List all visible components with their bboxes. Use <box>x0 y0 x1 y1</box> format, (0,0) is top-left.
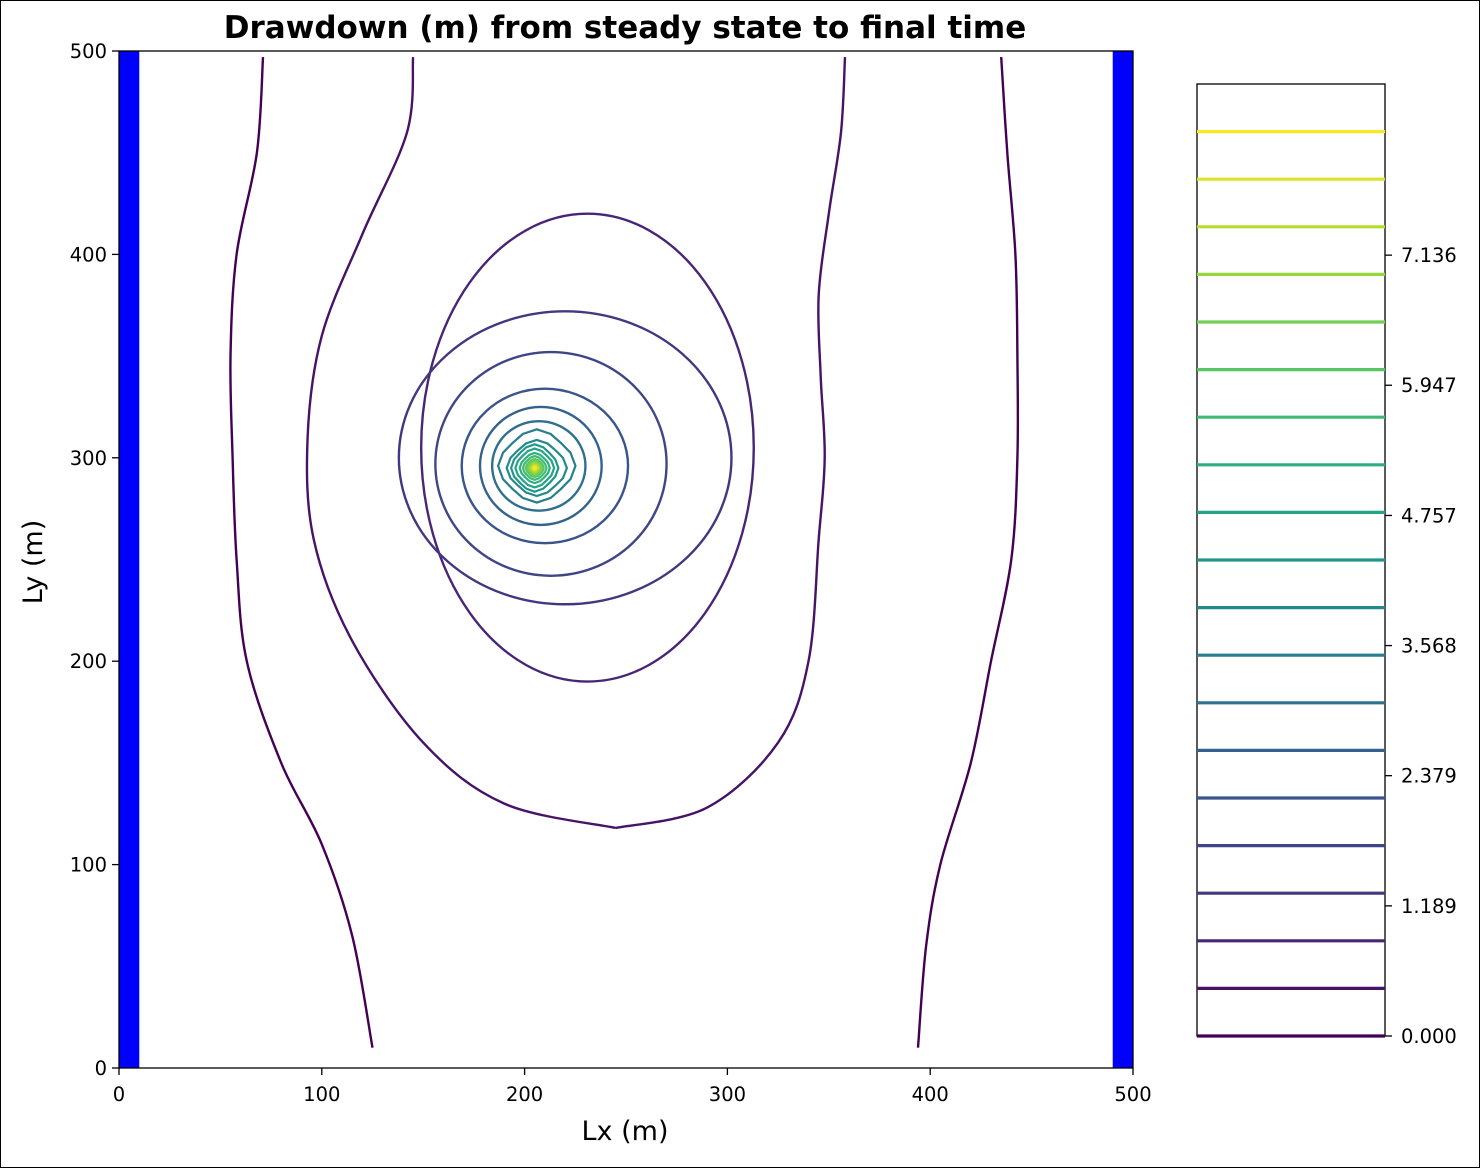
x-axis-ticks: 0 100 200 300 400 500 <box>113 1068 1152 1106</box>
contour-ring-level-18 <box>531 464 538 472</box>
contour-ring-level-13 <box>521 454 548 481</box>
plot-frame <box>118 50 1134 1069</box>
x-tick-label-0: 0 <box>113 1083 125 1106</box>
colorbar-tick-label-2.379: 2.379 <box>1401 765 1457 788</box>
chart-title: Drawdown (m) from steady state to final … <box>224 10 1026 46</box>
left-boundary-strip <box>119 51 140 1068</box>
colorbar: 0.000 1.189 2.379 3.568 4.757 5.947 7.136 <box>1196 83 1457 1048</box>
contour-ring-level-5 <box>460 387 630 545</box>
contour-line-level-1-right <box>615 57 847 830</box>
contour-ring-level-6 <box>478 405 603 527</box>
contour-ring-level-16 <box>528 461 541 475</box>
contour-ring-level-19 <box>532 465 537 470</box>
colorbar-tick-label-4.757: 4.757 <box>1401 504 1457 527</box>
contour-ring-level-4 <box>434 350 668 577</box>
contour-ring-level-9 <box>505 438 569 498</box>
colorbar-tick-label-3.568: 3.568 <box>1401 635 1457 658</box>
y-tick-label-300: 300 <box>70 447 107 470</box>
y-tick-label-400: 400 <box>70 243 107 266</box>
colorbar-tick-label-0.000: 0.000 <box>1401 1025 1457 1048</box>
contour-line-level-0-left <box>229 57 374 1048</box>
contour-line-level-0-right <box>916 57 1020 1048</box>
x-tick-label-500: 500 <box>1114 1083 1151 1106</box>
contour-ring-level-3 <box>397 310 733 606</box>
contour-ring-level-17 <box>530 463 540 473</box>
colorbar-tick-label-5.947: 5.947 <box>1401 374 1457 397</box>
y-tick-label-500: 500 <box>70 40 107 63</box>
y-axis-ticks: 0 100 200 300 400 500 <box>70 40 119 1080</box>
contour-ring-level-11 <box>514 447 556 489</box>
y-axis-label: Ly (m) <box>18 520 49 605</box>
colorbar-tick-label-1.189: 1.189 <box>1401 895 1457 918</box>
x-tick-label-200: 200 <box>506 1083 543 1106</box>
x-axis-label: Lx (m) <box>582 1116 669 1147</box>
colorbar-tick-label-7.136: 7.136 <box>1401 244 1457 267</box>
x-tick-label-400: 400 <box>912 1083 949 1106</box>
contour-ring-level-14 <box>524 457 545 479</box>
right-boundary-strip <box>1112 51 1133 1068</box>
contour-ring-level-7 <box>490 419 587 512</box>
plot-area <box>118 50 1134 1069</box>
plot-background <box>119 51 1133 1068</box>
y-tick-label-0: 0 <box>95 1057 107 1080</box>
contour-ring-level-12 <box>518 451 551 485</box>
y-tick-label-200: 200 <box>70 650 107 673</box>
x-tick-label-300: 300 <box>709 1083 746 1106</box>
contour-ring-level-15 <box>526 459 543 477</box>
contour-ring-level-10 <box>509 443 560 493</box>
contour-ring-level-2 <box>419 212 755 683</box>
x-tick-label-100: 100 <box>303 1083 340 1106</box>
y-tick-label-100: 100 <box>70 854 107 877</box>
contour-lines <box>229 56 1020 1048</box>
contour-line-level-1-left <box>305 56 617 830</box>
contour-ring-level-8 <box>496 428 577 504</box>
